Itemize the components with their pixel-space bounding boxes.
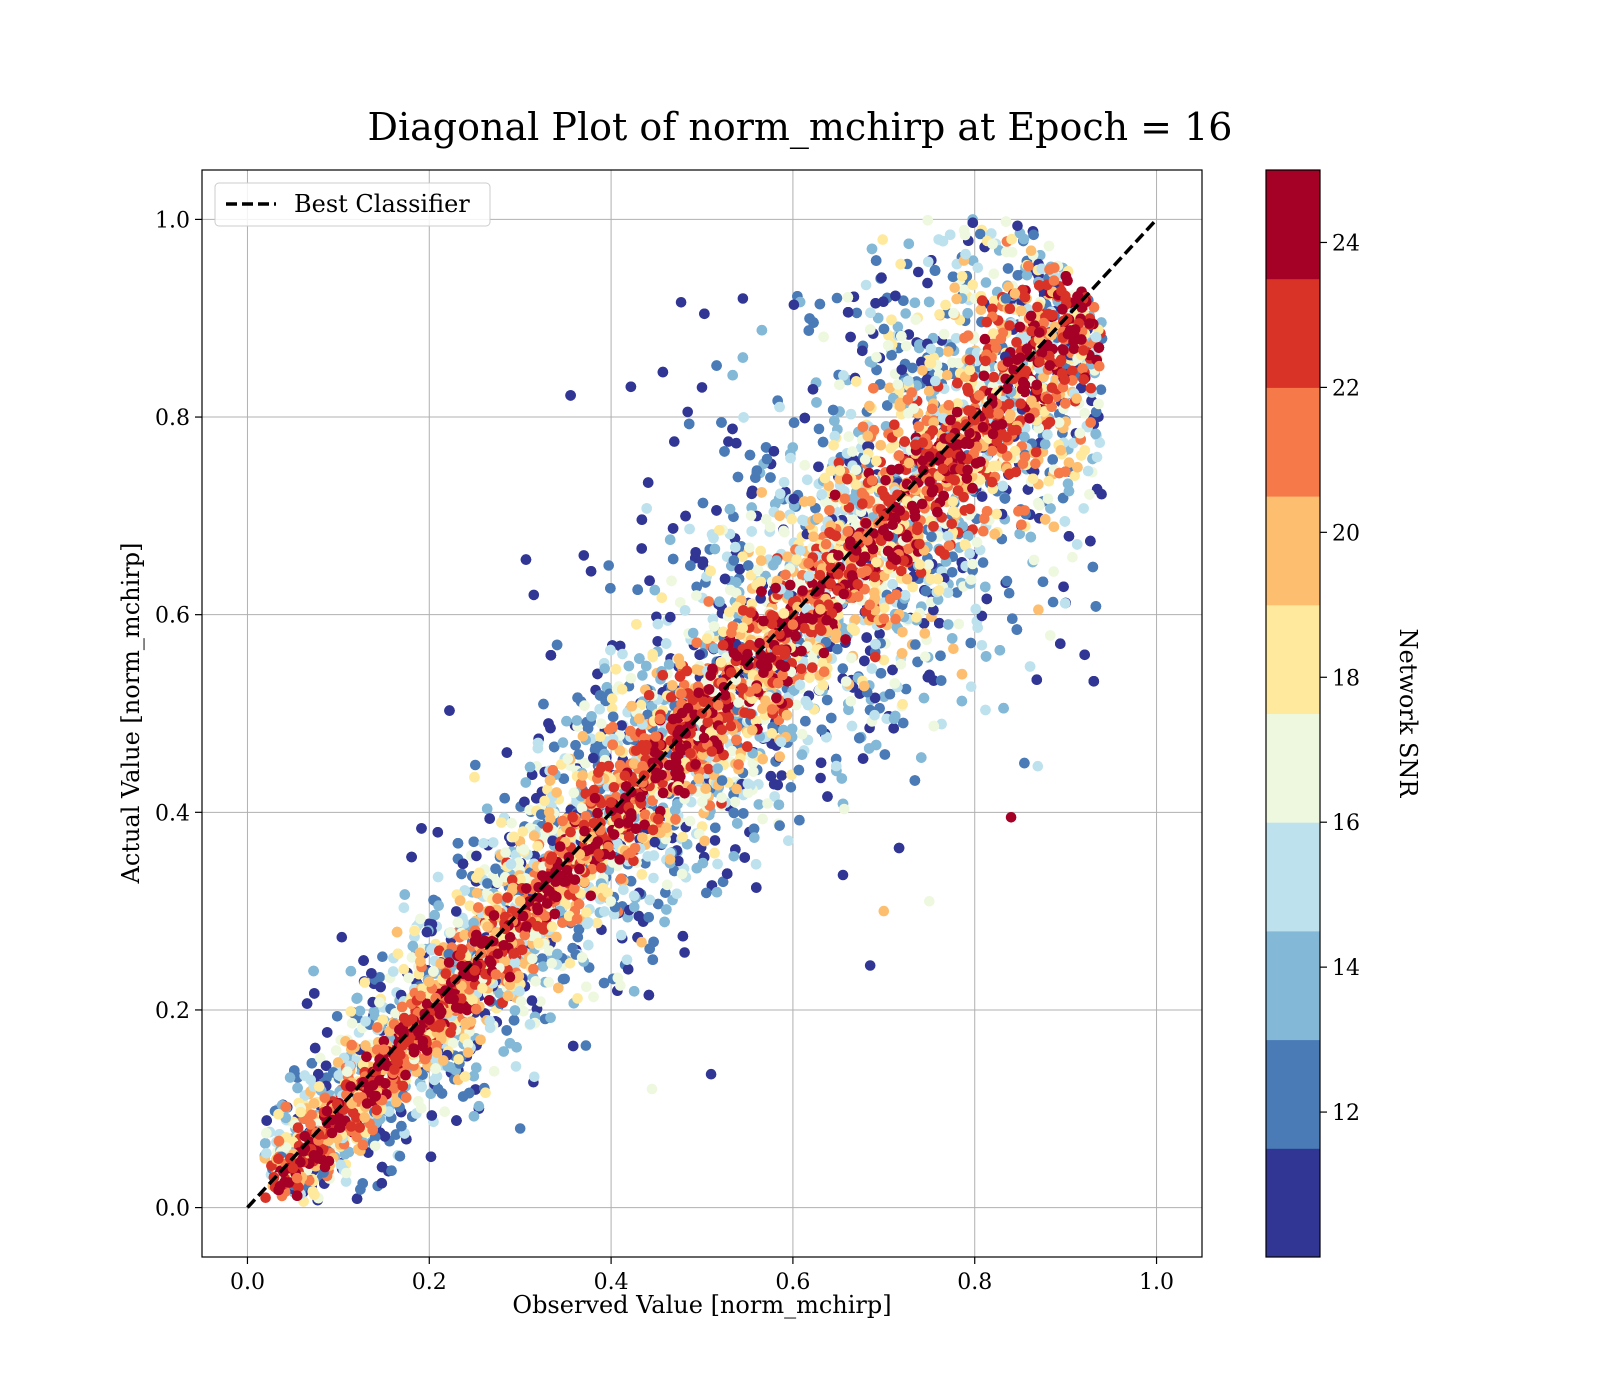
scatter-point [1047, 454, 1058, 465]
scatter-point [732, 818, 743, 829]
scatter-point [679, 947, 690, 958]
scatter-point [814, 298, 826, 310]
scatter-point [667, 553, 679, 565]
scatter-point [776, 770, 787, 781]
scatter-point [481, 803, 493, 815]
scatter-point [751, 882, 762, 893]
scatter-point [538, 698, 549, 710]
scatter-point [669, 436, 680, 447]
scatter-point [799, 412, 811, 424]
scatter-point [956, 668, 968, 680]
scatter-point [644, 894, 655, 906]
scatter-point [377, 951, 388, 962]
scatter-point [667, 523, 679, 534]
scatter-point [728, 807, 740, 819]
scatter-point [821, 694, 833, 706]
scatter-point [551, 639, 563, 651]
scatter-point [739, 852, 750, 863]
scatter-point [1011, 624, 1023, 635]
scatter-point [580, 1040, 592, 1051]
scatter-point [682, 406, 693, 418]
scatter-point [641, 503, 652, 514]
scatter-point [813, 461, 824, 473]
scatter-point [545, 650, 557, 661]
scatter-point [647, 954, 659, 965]
scatter-point [657, 366, 669, 378]
scatter-point [484, 813, 496, 824]
scatter-point [709, 835, 721, 846]
scatter-point [1037, 576, 1049, 588]
scatter-point [1085, 535, 1096, 547]
scatter-point [893, 842, 905, 854]
scatter-point [854, 732, 865, 744]
scatter-point [815, 757, 827, 769]
scatter-point [416, 1081, 428, 1093]
scatter-point [452, 838, 464, 849]
scatter-point [406, 851, 417, 863]
scatter-point [501, 747, 513, 758]
scatter-point [1047, 596, 1059, 608]
scatter-point [746, 526, 757, 537]
scatter-point [870, 255, 882, 266]
scatter-point [642, 477, 654, 488]
scatter-point [710, 822, 721, 834]
scatter-point [859, 655, 870, 667]
scatter-point [470, 759, 481, 771]
scatter-point [842, 307, 854, 318]
scatter-point [260, 1138, 271, 1149]
scatter-point [451, 1115, 462, 1126]
scatter-point [744, 449, 756, 461]
scatter-point [358, 955, 369, 966]
scatter-point [727, 423, 738, 435]
scatter-point [875, 668, 887, 679]
scatter-point [432, 827, 444, 838]
scatter-point [866, 243, 878, 255]
scatter-points [259, 214, 1108, 1207]
scatter-point [788, 417, 800, 429]
scatter-point [508, 1015, 520, 1026]
scatter-point [870, 739, 882, 751]
scatter-point [1063, 531, 1075, 542]
scatter-point [309, 988, 320, 999]
scatter-point [913, 266, 924, 278]
scatter-point [947, 271, 959, 283]
scatter-point [680, 510, 691, 522]
scatter-point [699, 308, 710, 320]
scatter-point [697, 497, 709, 509]
scatter-point [1025, 531, 1037, 543]
scatter-point [800, 715, 811, 727]
scatter-point [857, 753, 869, 764]
scatter-point [605, 583, 616, 594]
scatter-point [1055, 638, 1066, 649]
scatter-point [376, 1161, 388, 1173]
scatter-point [721, 868, 733, 879]
scatter-point [394, 1150, 406, 1162]
scatter-point [842, 292, 854, 303]
scatter-point [610, 664, 622, 675]
scatter-point [1002, 263, 1014, 274]
scatter-point [813, 423, 825, 435]
scatter-point [351, 1193, 363, 1204]
scatter-point [585, 566, 597, 577]
scatter-point [567, 1040, 579, 1052]
scatter-point [694, 649, 705, 661]
chart-title: Diagonal Plot of norm_mchirp at Epoch = … [368, 105, 1233, 150]
scatter-point [711, 505, 722, 516]
scatter-point [425, 1151, 437, 1163]
scatter-point [565, 390, 576, 401]
scatter-point [738, 808, 749, 819]
scatter-point [336, 931, 348, 943]
scatter-point [888, 723, 899, 734]
scatter-point [636, 543, 647, 554]
scatter-point [876, 272, 887, 284]
scatter-point [633, 910, 645, 922]
scatter-point [675, 297, 687, 308]
scatter-point [1019, 757, 1030, 769]
scatter-point [1088, 676, 1100, 687]
scatter-point [1090, 601, 1102, 612]
